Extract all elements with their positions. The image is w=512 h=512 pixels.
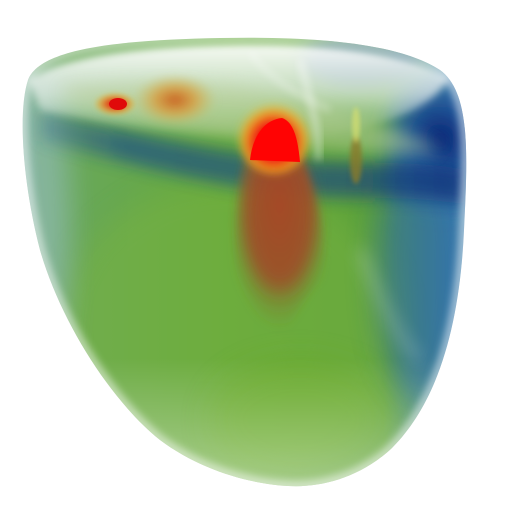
heart-body (0, 0, 512, 512)
render-viewport (0, 0, 512, 512)
heart-volume-render (0, 0, 512, 512)
